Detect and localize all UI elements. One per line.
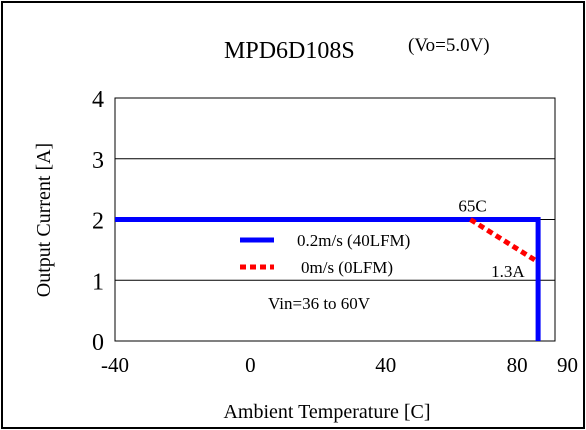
x-tick-label: 40 [375,353,396,377]
y-tick-label: 1 [92,269,104,295]
y-tick-label: 4 [92,87,104,113]
series-line-1 [469,217,540,265]
y-tick-label: 3 [92,148,104,174]
annotation-1-3a: 1.3A [491,262,525,281]
annotations: 65C 1.3A Vin=36 to 60V [268,197,525,314]
x-tick-label: 90 [557,353,578,377]
x-tick-label: 0 [245,353,256,377]
chart-title: MPD6D108S [224,38,355,64]
y-tick-label: 0 [92,330,104,356]
series-line-0 [115,217,541,341]
series-layer [115,217,541,341]
annotation-65c: 65C [458,197,486,216]
legend-label-1: 0m/s (0LFM) [301,258,393,277]
legend-label-0: 0.2m/s (40LFM) [297,231,410,250]
x-tick-label: 80 [507,353,528,377]
y-axis-label: Output Current [A] [33,143,55,297]
y-tick-label: 2 [92,209,104,235]
annotation-vin: Vin=36 to 60V [268,294,371,313]
x-tick-label: -40 [101,353,129,377]
x-axis-label: Ambient Temperature [C] [223,401,430,423]
chart-subtitle: (Vo=5.0V) [408,35,490,56]
legend: 0.2m/s (40LFM) 0m/s (0LFM) [240,231,410,277]
